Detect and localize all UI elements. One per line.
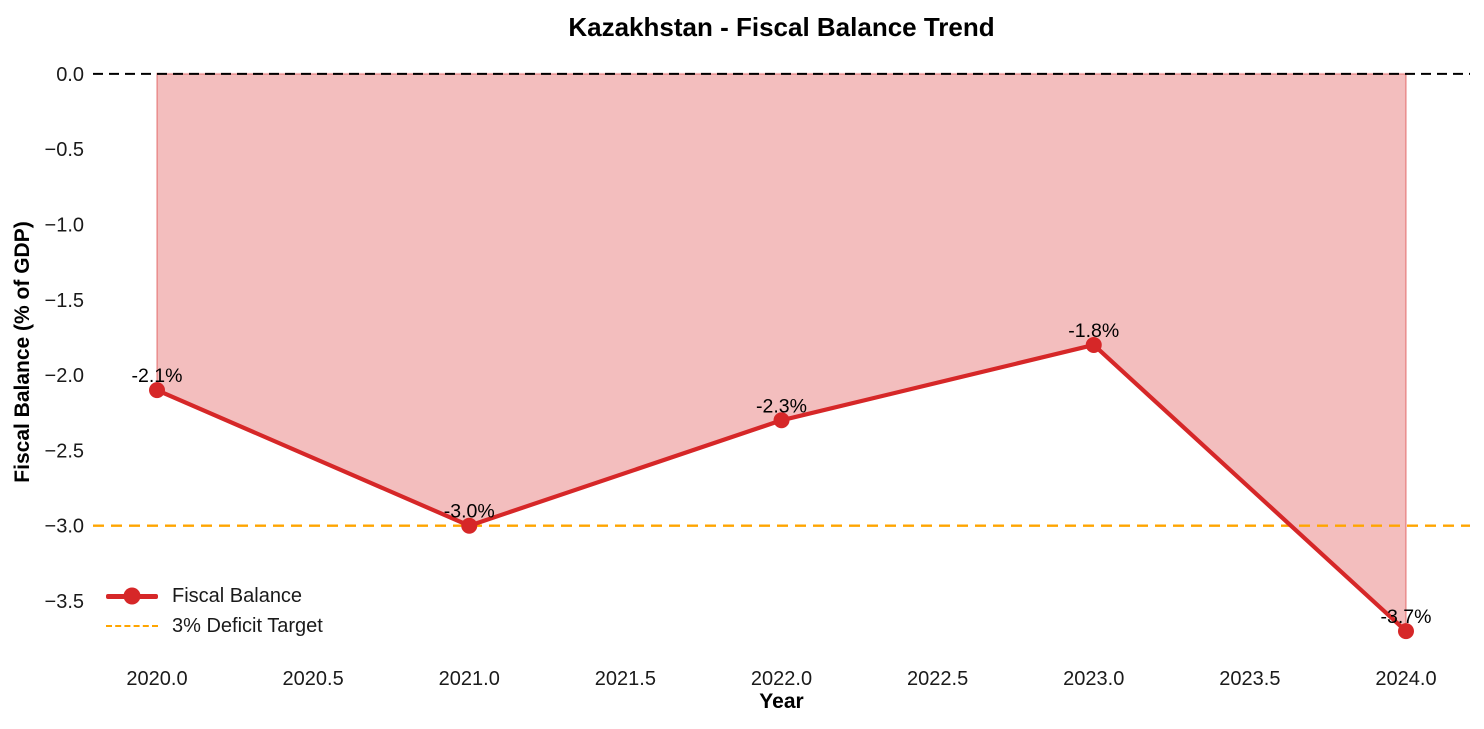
chart-title: Kazakhstan - Fiscal Balance Trend (568, 12, 995, 42)
x-tick-label: 2022.0 (751, 668, 812, 690)
y-tick-label: −2.0 (45, 365, 84, 387)
x-axis-title: Year (759, 690, 804, 713)
legend-item-deficit-target: 3% Deficit Target (106, 615, 323, 637)
y-tick-label: −0.5 (45, 139, 84, 161)
x-tick-label: 2023.0 (1063, 668, 1124, 690)
y-tick-label: −1.5 (45, 290, 84, 312)
legend-line-marker-icon (106, 587, 158, 605)
x-tick-label: 2023.5 (1219, 668, 1280, 690)
data-point-marker (1085, 336, 1102, 353)
x-tick-label: 2021.0 (439, 668, 500, 690)
data-point-label: -2.1% (132, 365, 183, 387)
y-tick-label: −2.5 (45, 440, 84, 462)
data-point-marker (149, 382, 166, 399)
deficit-fill-area (156, 72, 1407, 634)
data-point-marker (1397, 623, 1414, 640)
y-tick-label: −1.0 (45, 214, 84, 236)
legend-dashed-line-icon (106, 625, 158, 627)
legend-item-fiscal-balance: Fiscal Balance (106, 585, 323, 607)
data-point-label: -1.8% (1068, 320, 1119, 342)
y-tick-label: −3.5 (45, 591, 84, 613)
y-tick-label: −3.0 (45, 516, 84, 538)
y-tick-label: 0.0 (56, 64, 84, 86)
data-point-label: -2.3% (756, 395, 807, 417)
x-tick-label: 2024.0 (1375, 668, 1436, 690)
x-tick-label: 2020.5 (283, 668, 344, 690)
legend-marker-dot-icon (123, 587, 141, 605)
x-tick-label: 2020.0 (126, 668, 187, 690)
legend-label-deficit-target: 3% Deficit Target (172, 614, 323, 637)
x-tick-label: 2022.5 (907, 668, 968, 690)
x-tick-label: 2021.5 (595, 668, 656, 690)
data-point-label: -3.7% (1381, 606, 1432, 628)
data-point-marker (461, 517, 478, 534)
legend-label-fiscal-balance: Fiscal Balance (172, 584, 303, 607)
data-point-marker (773, 412, 790, 429)
data-point-label: -3.0% (444, 501, 495, 523)
chart-legend: Fiscal Balance 3% Deficit Target (106, 585, 323, 637)
